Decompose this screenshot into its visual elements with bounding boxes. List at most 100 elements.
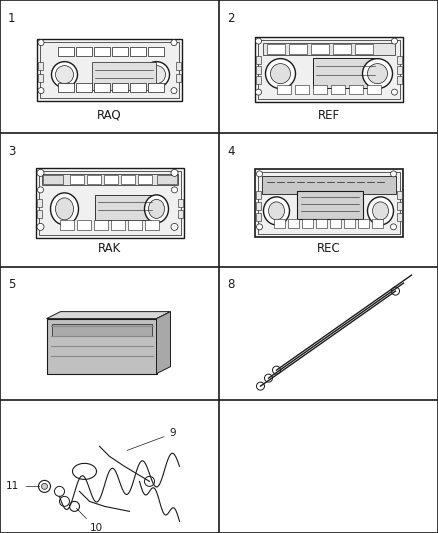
Ellipse shape bbox=[145, 195, 169, 223]
Bar bbox=[255, 66, 261, 74]
Bar bbox=[38, 62, 43, 70]
Bar bbox=[95, 195, 155, 220]
Circle shape bbox=[392, 89, 398, 95]
Text: REF: REF bbox=[318, 109, 339, 122]
Circle shape bbox=[272, 366, 280, 374]
Bar bbox=[254, 169, 403, 237]
Bar bbox=[86, 175, 100, 184]
Bar bbox=[112, 83, 127, 92]
Bar bbox=[93, 46, 110, 55]
Bar bbox=[367, 85, 381, 94]
Bar bbox=[127, 220, 141, 230]
Ellipse shape bbox=[56, 66, 74, 84]
Polygon shape bbox=[46, 312, 170, 319]
Bar bbox=[343, 219, 354, 228]
Bar bbox=[273, 219, 285, 228]
Circle shape bbox=[37, 223, 44, 230]
Bar bbox=[36, 199, 42, 207]
Bar bbox=[42, 174, 177, 185]
Bar bbox=[176, 74, 181, 82]
Ellipse shape bbox=[264, 197, 290, 225]
Text: 1: 1 bbox=[8, 12, 15, 25]
Circle shape bbox=[38, 39, 44, 46]
Circle shape bbox=[38, 87, 44, 94]
Ellipse shape bbox=[265, 59, 296, 88]
Circle shape bbox=[257, 224, 262, 230]
Text: 11: 11 bbox=[6, 481, 20, 491]
Circle shape bbox=[171, 223, 178, 230]
Circle shape bbox=[171, 87, 177, 94]
Bar bbox=[371, 219, 382, 228]
Bar bbox=[315, 219, 326, 228]
Ellipse shape bbox=[367, 197, 393, 225]
Bar bbox=[42, 175, 63, 184]
Bar bbox=[258, 40, 399, 99]
Ellipse shape bbox=[271, 63, 290, 84]
Circle shape bbox=[172, 187, 177, 193]
Bar bbox=[57, 46, 74, 55]
Circle shape bbox=[54, 487, 64, 496]
Bar bbox=[255, 213, 261, 221]
Bar bbox=[312, 85, 326, 94]
Bar bbox=[130, 46, 145, 55]
Bar bbox=[294, 85, 308, 94]
Bar bbox=[176, 62, 181, 70]
Circle shape bbox=[38, 187, 43, 193]
Bar bbox=[297, 191, 363, 219]
Bar bbox=[276, 85, 290, 94]
Bar bbox=[396, 55, 402, 63]
Circle shape bbox=[42, 483, 47, 489]
Circle shape bbox=[255, 89, 261, 95]
Bar bbox=[311, 44, 328, 54]
Ellipse shape bbox=[363, 59, 392, 88]
Bar bbox=[396, 202, 402, 210]
Ellipse shape bbox=[367, 63, 388, 84]
Ellipse shape bbox=[50, 193, 78, 225]
Text: 10: 10 bbox=[77, 508, 102, 533]
Bar bbox=[262, 43, 395, 55]
Bar bbox=[255, 191, 261, 199]
Bar bbox=[57, 83, 74, 92]
Circle shape bbox=[39, 480, 50, 492]
Bar bbox=[77, 220, 91, 230]
Circle shape bbox=[265, 374, 272, 382]
Circle shape bbox=[391, 224, 396, 230]
Bar bbox=[255, 202, 261, 210]
Bar bbox=[145, 220, 159, 230]
Ellipse shape bbox=[268, 202, 285, 220]
Ellipse shape bbox=[144, 62, 170, 87]
Bar bbox=[75, 83, 92, 92]
Bar bbox=[312, 58, 378, 87]
Bar bbox=[329, 219, 340, 228]
Text: REC: REC bbox=[317, 242, 340, 255]
Bar bbox=[75, 46, 92, 55]
Bar bbox=[148, 83, 163, 92]
Bar bbox=[112, 46, 127, 55]
Circle shape bbox=[37, 169, 44, 176]
Bar bbox=[331, 85, 345, 94]
Bar bbox=[148, 46, 163, 55]
Circle shape bbox=[145, 477, 155, 487]
Bar bbox=[130, 83, 145, 92]
Bar bbox=[93, 220, 107, 230]
Bar bbox=[177, 210, 183, 218]
Bar bbox=[37, 38, 182, 101]
Bar bbox=[120, 175, 134, 184]
Circle shape bbox=[70, 502, 80, 511]
Bar bbox=[39, 171, 180, 235]
Bar bbox=[396, 66, 402, 74]
Bar bbox=[110, 220, 124, 230]
Bar bbox=[36, 210, 42, 218]
Bar bbox=[92, 62, 155, 90]
Bar bbox=[177, 199, 183, 207]
Ellipse shape bbox=[148, 66, 166, 84]
Text: RAQ: RAQ bbox=[97, 109, 122, 122]
Bar bbox=[301, 219, 312, 228]
Ellipse shape bbox=[56, 198, 74, 220]
Text: 2: 2 bbox=[227, 12, 234, 25]
Polygon shape bbox=[156, 312, 170, 374]
Bar bbox=[396, 191, 402, 199]
Bar bbox=[52, 324, 152, 336]
Circle shape bbox=[257, 382, 265, 390]
Bar bbox=[38, 74, 43, 82]
